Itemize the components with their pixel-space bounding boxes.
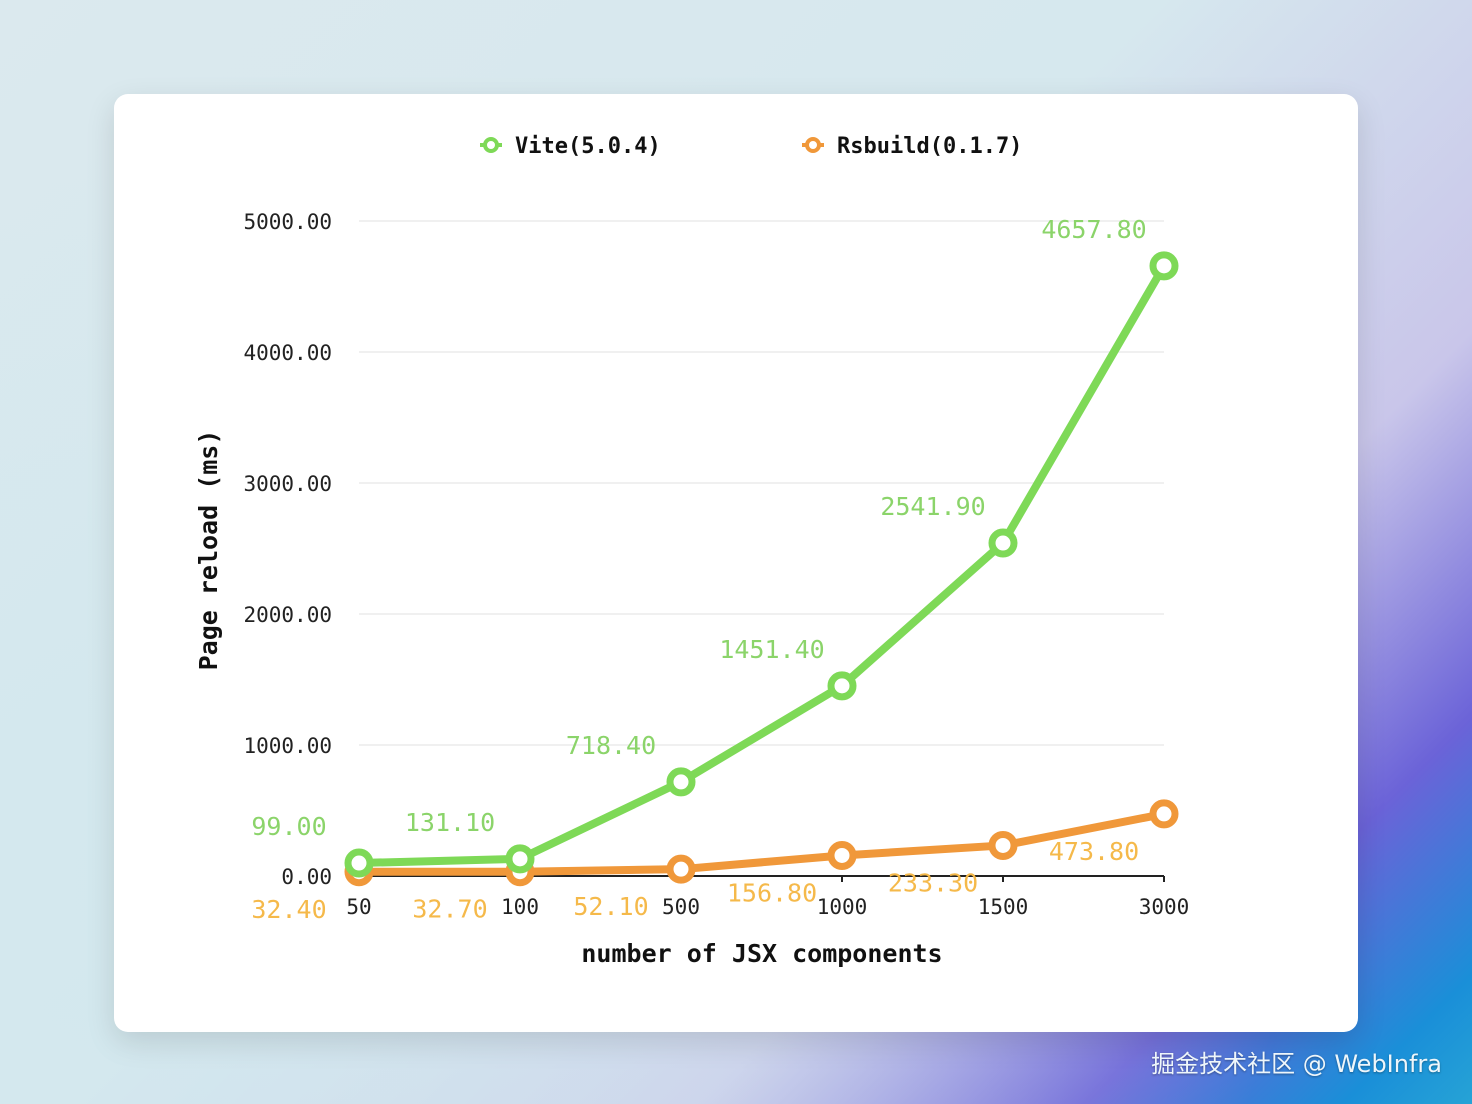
watermark: 掘金技术社区 @ WebInfra <box>1151 1050 1442 1078</box>
data-label: 99.00 <box>251 812 326 841</box>
data-point <box>344 848 374 878</box>
data-label: 473.80 <box>1049 837 1139 866</box>
y-tick-label: 1000.00 <box>243 734 332 758</box>
data-point <box>827 671 857 701</box>
y-tick-label: 3000.00 <box>243 472 332 496</box>
legend-label: Rsbuild(0.1.7) <box>837 134 1022 159</box>
x-tick-label: 1500 <box>978 895 1029 919</box>
x-tick-label: 100 <box>501 895 539 919</box>
data-point <box>505 844 535 874</box>
data-point <box>988 528 1018 558</box>
series-line-1 <box>358 810 1165 876</box>
data-point <box>1149 251 1179 281</box>
x-tick-label: 500 <box>662 895 700 919</box>
data-point <box>666 767 696 797</box>
y-tick-label: 0.00 <box>281 865 332 889</box>
y-tick-label: 4000.00 <box>243 341 332 365</box>
data-point <box>1149 799 1179 829</box>
data-label: 1451.40 <box>719 635 824 664</box>
data-label: 2541.90 <box>880 492 985 521</box>
y-tick-label: 2000.00 <box>243 603 332 627</box>
legend-marker <box>483 137 499 153</box>
x-tick-label: 3000 <box>1139 895 1190 919</box>
data-label: 156.80 <box>727 878 817 907</box>
data-label: 32.40 <box>251 895 326 924</box>
data-label: 131.10 <box>405 808 495 837</box>
legend-label: Vite(5.0.4) <box>515 134 661 159</box>
data-label: 52.10 <box>573 892 648 921</box>
data-label: 32.70 <box>412 895 487 924</box>
x-tick-label: 50 <box>346 895 371 919</box>
data-point <box>827 840 857 870</box>
series-line-0 <box>358 263 1168 868</box>
x-tick-label: 1000 <box>817 895 868 919</box>
legend-marker <box>805 137 821 153</box>
data-label: 718.40 <box>566 731 656 760</box>
data-label: 4657.80 <box>1041 215 1146 244</box>
y-tick-label: 5000.00 <box>243 210 332 234</box>
y-axis-label: Page reload (ms) <box>194 430 223 671</box>
data-label: 233.30 <box>888 868 978 897</box>
data-point <box>988 830 1018 860</box>
x-axis-label: number of JSX components <box>581 939 942 968</box>
data-point <box>666 854 696 884</box>
